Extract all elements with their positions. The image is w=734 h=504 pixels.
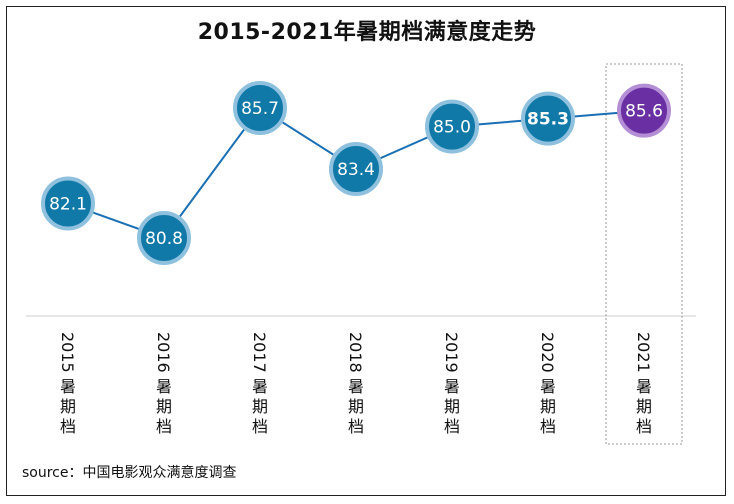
svg-text:期: 期: [444, 397, 460, 416]
source-note: source：中国电影观众满意度调查: [22, 465, 237, 481]
data-point: [425, 99, 479, 154]
data-label: 85.7: [241, 99, 279, 119]
svg-text:期: 期: [252, 397, 268, 416]
x-tick-label: 2021 暑期档: [634, 332, 653, 436]
svg-text:暑: 暑: [156, 377, 172, 396]
svg-text:期: 期: [348, 397, 364, 416]
svg-text:2020: 2020: [538, 332, 557, 373]
svg-text:2015: 2015: [58, 332, 77, 373]
svg-text:2016: 2016: [154, 332, 173, 373]
svg-text:档: 档: [348, 417, 364, 436]
chart-title: 2015-2021年暑期档满意度走势: [197, 20, 537, 45]
svg-text:暑: 暑: [60, 377, 76, 396]
data-point: [137, 211, 191, 265]
data-point: [41, 176, 95, 231]
svg-text:档: 档: [540, 417, 556, 436]
x-tick-label: 2015 暑期档: [58, 332, 77, 436]
svg-text:2018: 2018: [346, 332, 365, 373]
svg-text:2017: 2017: [250, 332, 269, 373]
svg-text:暑: 暑: [540, 377, 556, 396]
data-point: [521, 91, 575, 146]
svg-text:档: 档: [252, 417, 268, 436]
svg-text:期: 期: [60, 397, 76, 416]
svg-text:期: 期: [636, 397, 652, 416]
svg-text:档: 档: [636, 417, 652, 436]
highlight-box: [605, 63, 683, 445]
svg-text:档: 档: [156, 417, 172, 436]
data-point: [617, 83, 671, 138]
data-label: 82.1: [49, 195, 87, 215]
svg-text:期: 期: [540, 397, 556, 416]
svg-text:暑: 暑: [348, 377, 364, 396]
svg-text:暑: 暑: [252, 377, 268, 396]
svg-text:档: 档: [60, 417, 76, 436]
x-tick-label: 2020 暑期档: [538, 332, 557, 436]
x-tick-label: 2019 暑期档: [442, 332, 461, 436]
svg-text:2019: 2019: [442, 332, 461, 373]
svg-text:2021: 2021: [634, 332, 653, 373]
data-label: 83.4: [337, 160, 375, 180]
data-point: [329, 142, 383, 197]
x-tick-label: 2016 暑期档: [154, 332, 173, 436]
svg-text:期: 期: [156, 397, 172, 416]
data-point: [233, 81, 287, 135]
svg-text:档: 档: [444, 417, 460, 436]
x-tick-label: 2017 暑期档: [250, 332, 269, 436]
data-label: 85.3: [527, 110, 569, 130]
data-label: 80.8: [145, 229, 183, 249]
x-tick-label: 2018 暑期档: [346, 332, 365, 436]
svg-text:暑: 暑: [444, 377, 460, 396]
data-label: 85.0: [433, 118, 471, 138]
data-label: 85.6: [625, 102, 663, 122]
svg-text:暑: 暑: [636, 377, 652, 396]
